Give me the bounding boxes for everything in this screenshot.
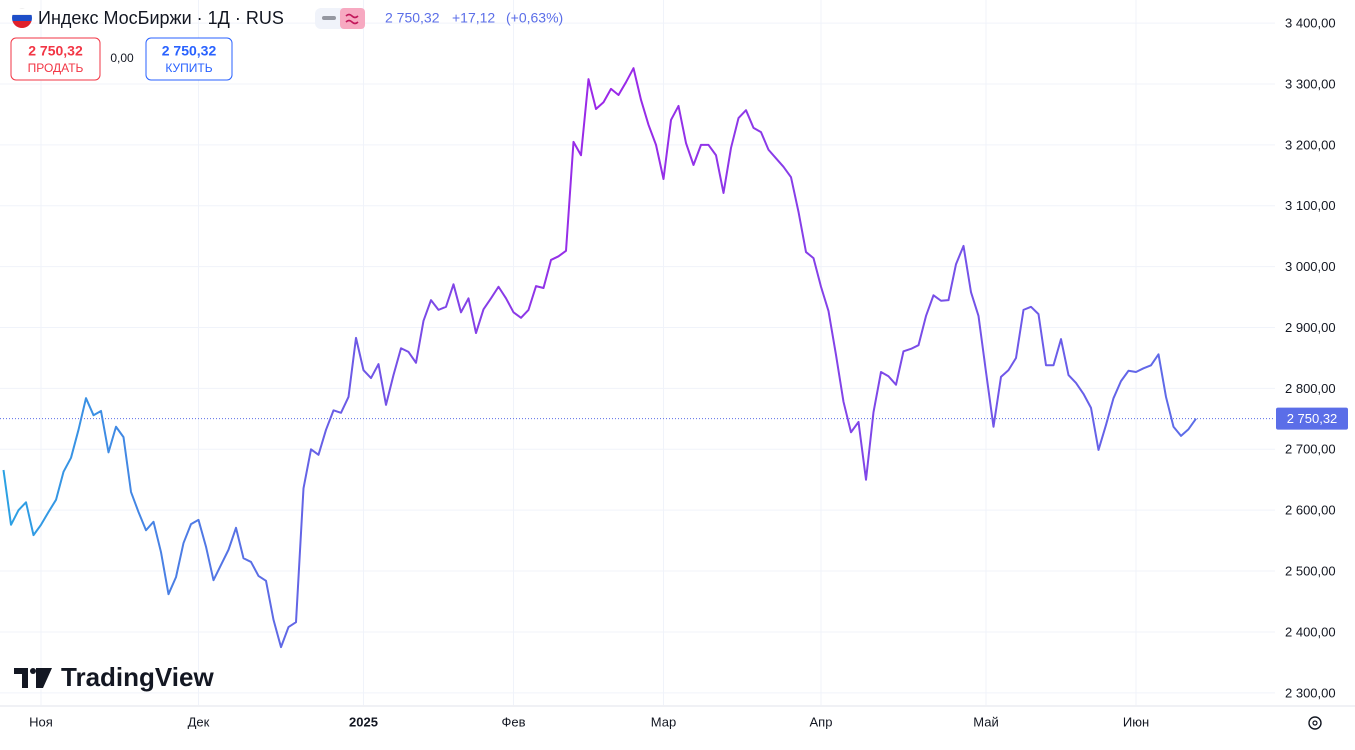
- buy-label: КУПИТЬ: [165, 61, 212, 75]
- logo-dot: [30, 668, 36, 674]
- y-tick-label: 3 100,00: [1285, 198, 1336, 213]
- y-tick-label: 3 000,00: [1285, 259, 1336, 274]
- y-tick-label: 2 400,00: [1285, 624, 1336, 639]
- x-tick-label: Фев: [501, 714, 525, 729]
- last-price: 2 750,32: [385, 10, 440, 26]
- y-tick-label: 2 700,00: [1285, 442, 1336, 457]
- y-tick-label: 3 300,00: [1285, 76, 1336, 91]
- x-tick-label: Дек: [188, 714, 210, 729]
- y-tick-label: 2 800,00: [1285, 381, 1336, 396]
- y-tick-label: 3 400,00: [1285, 16, 1336, 31]
- sell-label: ПРОДАТЬ: [28, 61, 84, 75]
- symbol-title: Индекс МосБиржи · 1Д · RUS: [38, 8, 284, 28]
- last-price-box: [1276, 407, 1348, 430]
- toggle-icon: [340, 8, 365, 29]
- buy-price: 2 750,32: [162, 43, 217, 59]
- y-tick-label: 2 600,00: [1285, 503, 1336, 518]
- x-tick-label: Апр: [810, 714, 833, 729]
- toggle-icon: [322, 16, 336, 20]
- y-tick-label: 2 500,00: [1285, 563, 1336, 578]
- x-tick-label: Июн: [1123, 714, 1149, 729]
- sell-price: 2 750,32: [28, 43, 83, 59]
- logo-icon: [14, 668, 52, 688]
- last-price-label: 2 750,32: [1287, 411, 1338, 426]
- y-tick-label: 3 200,00: [1285, 137, 1336, 152]
- spread: 0,00: [110, 51, 134, 65]
- y-tick-label: 2 300,00: [1285, 685, 1336, 700]
- x-tick-label: 2025: [349, 714, 378, 729]
- x-tick-label: Мар: [651, 714, 676, 729]
- x-tick-label: Ноя: [29, 714, 53, 729]
- watermark: TradingView: [61, 662, 214, 692]
- price-change-pct: (+0,63%): [506, 10, 563, 26]
- x-tick-label: Май: [973, 714, 998, 729]
- settings-icon[interactable]: [1308, 716, 1322, 730]
- price-line-series: [2, 67, 1197, 649]
- flag-icon: [12, 8, 32, 28]
- y-tick-label: 2 900,00: [1285, 320, 1336, 335]
- wave-icon: [345, 13, 359, 25]
- settings-icon-center: [1312, 720, 1318, 726]
- price-change: +17,12: [452, 10, 495, 26]
- sell-button[interactable]: [10, 37, 101, 81]
- buy-button[interactable]: [145, 37, 233, 81]
